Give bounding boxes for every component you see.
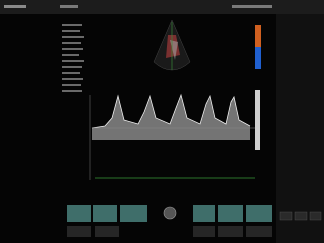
control-button[interactable]: [67, 205, 91, 222]
color-bar: [255, 47, 261, 69]
bottom-button[interactable]: [246, 226, 272, 237]
top-info: [60, 5, 78, 8]
color-bar: [255, 25, 261, 47]
side-buttons[interactable]: [280, 212, 321, 220]
gray-bar: [255, 90, 260, 150]
control-button[interactable]: [218, 205, 243, 222]
logo: [4, 5, 26, 8]
control-button[interactable]: [246, 205, 272, 222]
side-button[interactable]: [280, 212, 292, 220]
bottom-button[interactable]: [218, 226, 243, 237]
knob[interactable]: [164, 207, 176, 219]
top-bar: [0, 0, 324, 14]
bottom-button[interactable]: [67, 226, 91, 237]
side-button[interactable]: [310, 212, 321, 220]
bottom-button[interactable]: [193, 226, 215, 237]
control-button[interactable]: [193, 205, 215, 222]
ultrasound-screen: [0, 0, 324, 243]
side-panel: [276, 14, 324, 243]
control-button[interactable]: [93, 205, 117, 222]
control-button[interactable]: [120, 205, 147, 222]
bottom-button[interactable]: [95, 226, 119, 237]
top-info: [232, 5, 272, 8]
side-button[interactable]: [295, 212, 307, 220]
